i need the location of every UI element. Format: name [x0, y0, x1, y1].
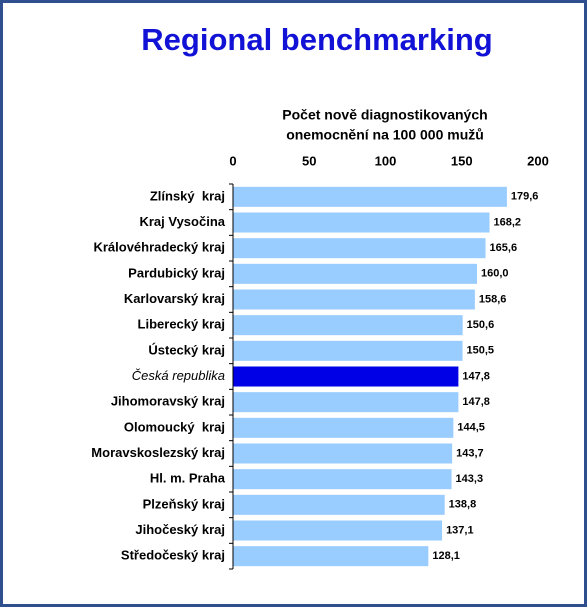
- data-label: 150,6: [467, 319, 495, 331]
- data-label: 143,7: [456, 447, 484, 459]
- data-label: 147,8: [462, 396, 490, 408]
- chart-title: Regional benchmarking: [141, 22, 492, 57]
- data-label: 128,1: [432, 550, 460, 562]
- y-tick-label: Zlínský kraj: [150, 188, 225, 203]
- bar: [233, 315, 463, 336]
- bar: [233, 443, 453, 464]
- axis-title: Počet nově diagnostikovaných: [282, 107, 487, 123]
- data-label: 179,6: [511, 191, 539, 203]
- data-label: 137,1: [446, 524, 474, 536]
- x-tick-label: 200: [527, 153, 549, 168]
- bar: [233, 186, 507, 207]
- bar: [233, 469, 452, 490]
- data-label: 158,6: [479, 293, 507, 305]
- y-tick-label: Jihomoravský kraj: [111, 394, 225, 409]
- data-label: 160,0: [481, 268, 509, 280]
- y-tick-label: Česká republika: [132, 368, 225, 383]
- y-tick-label: Olomoucký kraj: [124, 419, 225, 434]
- bar: [233, 366, 459, 387]
- data-label: 143,3: [456, 473, 484, 485]
- y-tick-label: Plzeňský kraj: [143, 496, 225, 511]
- data-label: 168,2: [494, 216, 522, 228]
- data-label: 147,8: [462, 370, 490, 382]
- y-tick-label: Pardubický kraj: [128, 265, 225, 280]
- y-tick-label: Jihočeský kraj: [135, 522, 225, 537]
- y-tick-label: Liberecký kraj: [138, 317, 225, 332]
- data-label: 150,5: [467, 345, 495, 357]
- bar: [233, 392, 459, 413]
- data-label: 165,6: [490, 242, 518, 254]
- y-tick-label: Ústecký kraj: [148, 342, 225, 357]
- data-label: 138,8: [449, 499, 477, 511]
- bar: [233, 212, 490, 233]
- bar: [233, 546, 429, 567]
- x-tick-label: 100: [375, 153, 397, 168]
- bar: [233, 340, 463, 361]
- bar: [233, 494, 445, 515]
- axis-title: onemocnění na 100 000 mužů: [286, 127, 484, 143]
- y-tick-label: Středočeský kraj: [121, 548, 225, 563]
- y-tick-label: Královéhradecký kraj: [93, 240, 225, 255]
- y-tick-label: Karlovarský kraj: [124, 291, 225, 306]
- bar: [233, 417, 454, 438]
- bar: [233, 289, 475, 310]
- y-tick-label: Hl. m. Praha: [150, 471, 226, 486]
- x-tick-label: 150: [451, 153, 473, 168]
- x-tick-label: 50: [302, 153, 316, 168]
- x-tick-label: 0: [229, 153, 236, 168]
- bar: [233, 520, 443, 541]
- data-label: 144,5: [457, 422, 485, 434]
- y-tick-label: Kraj Vysočina: [139, 214, 225, 229]
- bar: [233, 238, 486, 259]
- y-tick-label: Moravskoslezský kraj: [91, 445, 225, 460]
- bar: [233, 263, 477, 284]
